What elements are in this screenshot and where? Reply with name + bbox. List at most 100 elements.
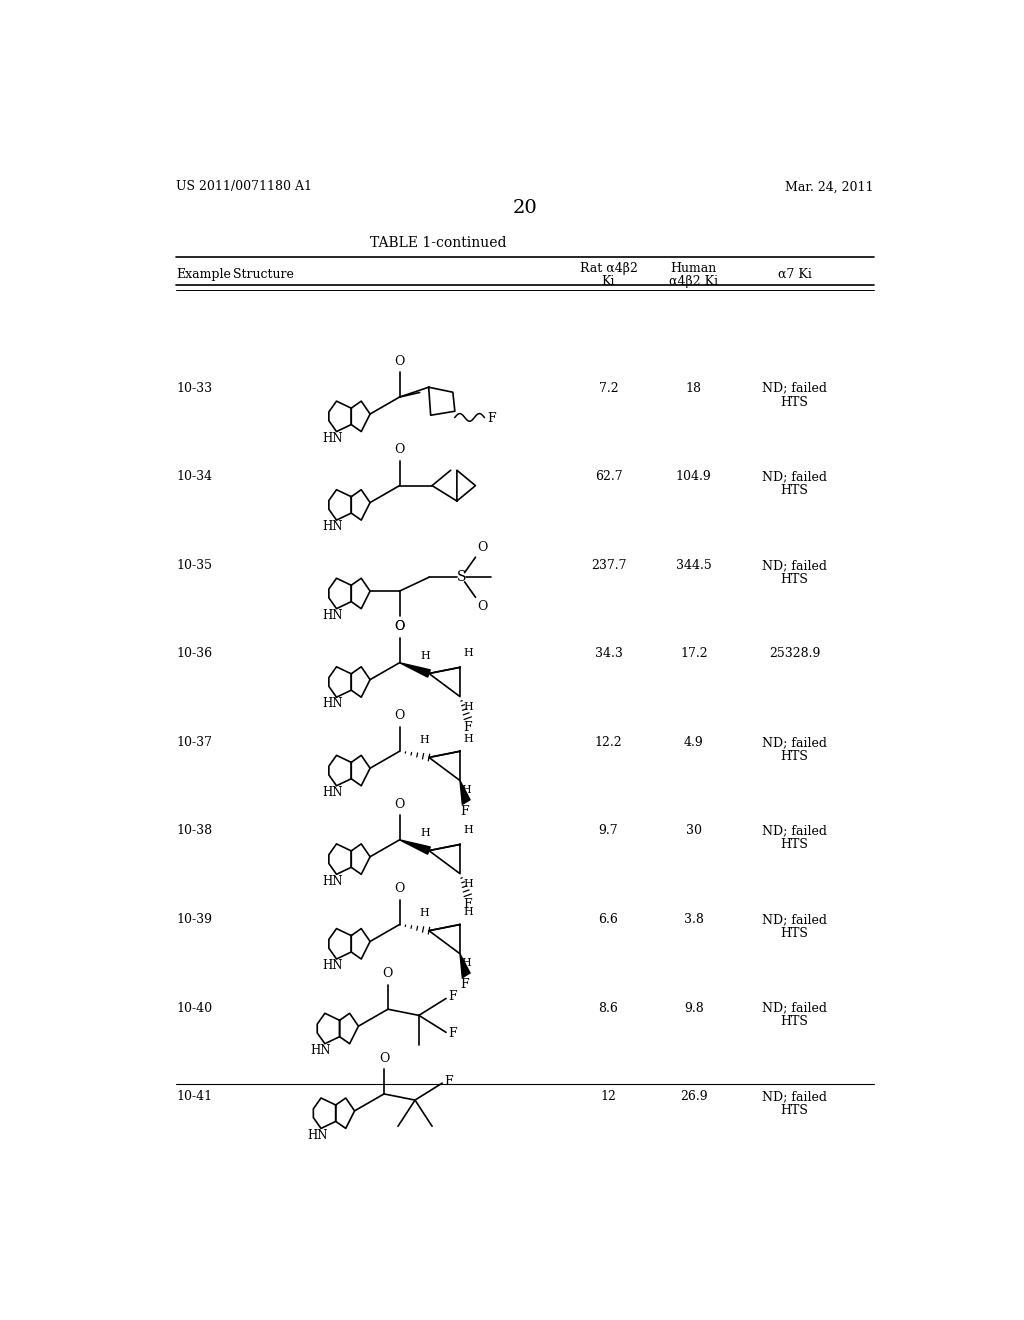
Text: Structure: Structure bbox=[232, 268, 294, 281]
Text: S: S bbox=[457, 570, 466, 585]
Text: HN: HN bbox=[323, 520, 343, 533]
Text: ND; failed: ND; failed bbox=[762, 913, 827, 927]
Text: 34.3: 34.3 bbox=[595, 647, 623, 660]
Text: 9.8: 9.8 bbox=[684, 1002, 703, 1015]
Polygon shape bbox=[460, 954, 470, 978]
Text: H: H bbox=[420, 735, 429, 744]
Text: HN: HN bbox=[323, 432, 343, 445]
Text: O: O bbox=[394, 797, 404, 810]
Text: F: F bbox=[449, 990, 457, 1003]
Text: 3.8: 3.8 bbox=[684, 913, 703, 927]
Text: 62.7: 62.7 bbox=[595, 470, 623, 483]
Text: HTS: HTS bbox=[780, 1015, 808, 1028]
Text: US 2011/0071180 A1: US 2011/0071180 A1 bbox=[176, 181, 312, 194]
Text: O: O bbox=[394, 355, 404, 368]
Text: H: H bbox=[463, 648, 473, 659]
Text: H: H bbox=[463, 734, 473, 743]
Text: H: H bbox=[463, 702, 473, 713]
Text: 10-39: 10-39 bbox=[176, 913, 212, 927]
Text: HN: HN bbox=[323, 785, 343, 799]
Text: α4β2 Ki: α4β2 Ki bbox=[670, 276, 718, 289]
Text: Example: Example bbox=[176, 268, 231, 281]
Polygon shape bbox=[399, 663, 430, 677]
Text: 25328.9: 25328.9 bbox=[769, 647, 820, 660]
Text: HTS: HTS bbox=[780, 838, 808, 851]
Text: O: O bbox=[394, 882, 404, 895]
Text: Ki: Ki bbox=[602, 276, 615, 289]
Text: H: H bbox=[420, 651, 430, 661]
Text: HN: HN bbox=[323, 609, 343, 622]
Text: 4.9: 4.9 bbox=[684, 737, 703, 748]
Text: H: H bbox=[462, 958, 471, 968]
Text: O: O bbox=[379, 1052, 389, 1065]
Text: O: O bbox=[383, 968, 393, 979]
Text: 10-34: 10-34 bbox=[176, 470, 212, 483]
Text: 20: 20 bbox=[512, 199, 538, 218]
Text: O: O bbox=[477, 601, 487, 614]
Text: 17.2: 17.2 bbox=[680, 647, 708, 660]
Text: HN: HN bbox=[307, 1129, 328, 1142]
Polygon shape bbox=[460, 780, 470, 804]
Text: 9.7: 9.7 bbox=[599, 825, 618, 837]
Text: 30: 30 bbox=[686, 825, 701, 837]
Text: H: H bbox=[420, 908, 429, 919]
Text: ND; failed: ND; failed bbox=[762, 737, 827, 748]
Text: HTS: HTS bbox=[780, 927, 808, 940]
Text: F: F bbox=[463, 899, 472, 911]
Text: 344.5: 344.5 bbox=[676, 558, 712, 572]
Text: H: H bbox=[463, 907, 473, 917]
Text: HTS: HTS bbox=[780, 484, 808, 498]
Text: 8.6: 8.6 bbox=[599, 1002, 618, 1015]
Text: 6.6: 6.6 bbox=[599, 913, 618, 927]
Text: H: H bbox=[463, 825, 473, 836]
Text: ND; failed: ND; failed bbox=[762, 381, 827, 395]
Text: HN: HN bbox=[323, 697, 343, 710]
Text: F: F bbox=[449, 1027, 457, 1040]
Text: O: O bbox=[394, 709, 404, 722]
Text: ND; failed: ND; failed bbox=[762, 825, 827, 837]
Text: F: F bbox=[461, 978, 469, 991]
Text: Human: Human bbox=[671, 263, 717, 276]
Text: ND; failed: ND; failed bbox=[762, 1090, 827, 1104]
Text: Mar. 24, 2011: Mar. 24, 2011 bbox=[785, 181, 873, 194]
Text: 10-41: 10-41 bbox=[176, 1090, 212, 1104]
Text: HTS: HTS bbox=[780, 1104, 808, 1117]
Text: HTS: HTS bbox=[780, 573, 808, 586]
Text: 12: 12 bbox=[600, 1090, 616, 1104]
Text: 10-37: 10-37 bbox=[176, 737, 212, 748]
Text: O: O bbox=[394, 444, 404, 457]
Text: O: O bbox=[477, 541, 487, 554]
Text: 26.9: 26.9 bbox=[680, 1090, 708, 1104]
Text: 10-40: 10-40 bbox=[176, 1002, 212, 1015]
Text: H: H bbox=[420, 828, 430, 838]
Text: HTS: HTS bbox=[780, 396, 808, 409]
Text: HN: HN bbox=[323, 875, 343, 887]
Text: H: H bbox=[463, 879, 473, 890]
Text: 12.2: 12.2 bbox=[595, 737, 623, 748]
Text: HN: HN bbox=[310, 1044, 331, 1057]
Text: TABLE 1-continued: TABLE 1-continued bbox=[370, 236, 506, 249]
Text: 7.2: 7.2 bbox=[599, 381, 618, 395]
Text: 10-38: 10-38 bbox=[176, 825, 212, 837]
Text: F: F bbox=[487, 412, 496, 425]
Text: F: F bbox=[461, 805, 469, 818]
Text: HTS: HTS bbox=[780, 750, 808, 763]
Text: 10-33: 10-33 bbox=[176, 381, 212, 395]
Text: 18: 18 bbox=[686, 381, 701, 395]
Text: F: F bbox=[444, 1074, 453, 1088]
Text: 104.9: 104.9 bbox=[676, 470, 712, 483]
Text: F: F bbox=[463, 721, 472, 734]
Text: α7 Ki: α7 Ki bbox=[777, 268, 811, 281]
Text: 237.7: 237.7 bbox=[591, 558, 627, 572]
Text: 10-35: 10-35 bbox=[176, 558, 212, 572]
Text: ND; failed: ND; failed bbox=[762, 558, 827, 572]
Text: O: O bbox=[394, 620, 404, 634]
Text: 10-36: 10-36 bbox=[176, 647, 212, 660]
Text: ND; failed: ND; failed bbox=[762, 1002, 827, 1015]
Polygon shape bbox=[399, 840, 430, 854]
Text: H: H bbox=[462, 785, 471, 795]
Text: Rat α4β2: Rat α4β2 bbox=[580, 263, 637, 276]
Text: HN: HN bbox=[323, 960, 343, 973]
Text: O: O bbox=[394, 620, 404, 634]
Text: ND; failed: ND; failed bbox=[762, 470, 827, 483]
